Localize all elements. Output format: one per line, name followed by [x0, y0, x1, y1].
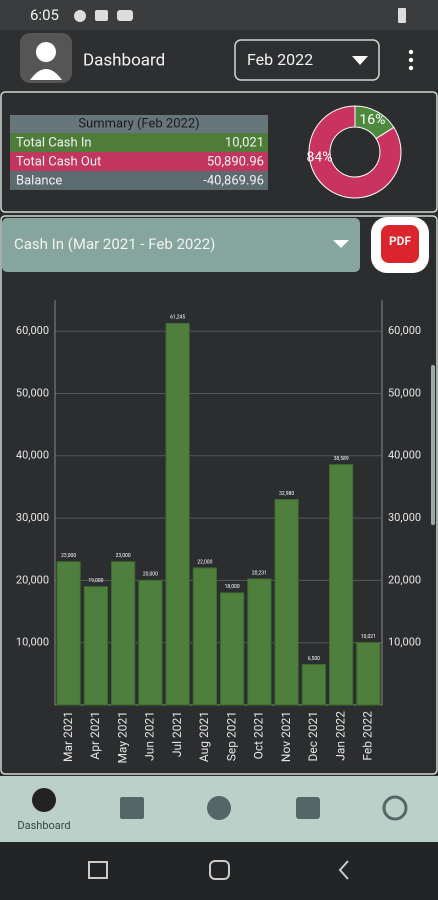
summary-title: Summary (Feb 2022)	[78, 116, 199, 131]
status-bar	[0, 0, 438, 30]
status-time: 6:05	[30, 6, 59, 24]
avatar-body	[30, 69, 62, 80]
system-nav	[0, 842, 438, 900]
bar-value-label: 6,500	[308, 656, 320, 662]
pdf-text: PDF	[389, 234, 412, 248]
y2-tick-label: 30,000	[388, 511, 421, 524]
bar-value-label: 23,000	[116, 553, 131, 559]
y2-tick-label: 50,000	[388, 386, 421, 399]
donut-label: 16%	[359, 112, 385, 128]
summary-label: Total Cash Out	[16, 154, 101, 169]
bar	[83, 586, 108, 706]
bar-value-label: 32,980	[279, 491, 294, 497]
bar-chart: 10,000 10,000 20,000 20,000 30,000 30,000 40,0…	[16, 300, 421, 764]
bar	[301, 664, 326, 706]
month-select[interactable]	[234, 39, 380, 81]
home-button[interactable]	[209, 860, 230, 880]
recents-button[interactable]	[88, 861, 108, 879]
x-tick-label: Oct 2021	[252, 711, 266, 759]
bar-value-label: 38,589	[334, 456, 349, 462]
bar	[138, 579, 163, 706]
bar-value-label: 61,245	[170, 315, 185, 321]
back-button[interactable]	[338, 860, 349, 880]
bar-value-label: 19,000	[88, 578, 103, 584]
dropdown-arrow	[333, 240, 349, 248]
chart-card	[0, 215, 438, 775]
y-tick-label: 50,000	[16, 386, 49, 399]
avatar-head	[36, 42, 56, 62]
bar	[56, 561, 81, 706]
bar	[247, 578, 272, 706]
bar-value-label: 23,000	[61, 553, 76, 559]
pdf-icon	[381, 225, 419, 263]
bar-value-label: 18,000	[225, 584, 240, 590]
menu-dot	[408, 65, 414, 71]
app-title: Dashboard	[83, 50, 165, 70]
bar	[192, 567, 217, 706]
nav-label: Dashboard	[17, 819, 70, 832]
bar	[274, 499, 299, 706]
dropdown-arrow	[352, 56, 368, 65]
summary-row	[10, 152, 268, 171]
y-tick-label: 40,000	[16, 449, 49, 462]
x-tick-label: Dec 2021	[306, 711, 320, 761]
y-tick-label: 10,000	[16, 636, 49, 649]
bar-value-label: 10,021	[361, 634, 376, 640]
y-tick-label: 30,000	[16, 511, 49, 524]
bar	[220, 592, 245, 706]
month-select-text: Feb 2022	[247, 50, 313, 69]
range-select-text: Cash In (Mar 2021 - Feb 2022)	[14, 235, 215, 253]
nav-dashboard-icon[interactable]	[32, 788, 56, 812]
y2-tick-label: 10,000	[388, 636, 421, 649]
bar-value-label: 20,000	[143, 572, 158, 578]
bar-value-label: 20,231	[252, 570, 267, 576]
bar	[111, 561, 136, 706]
menu-dot[interactable]	[408, 49, 414, 55]
x-tick-label: Feb 2022	[361, 711, 375, 761]
y2-tick-label: 20,000	[388, 573, 421, 586]
status-icon	[95, 10, 108, 21]
x-tick-label: Aug 2021	[197, 711, 211, 762]
nav-wallet-icon[interactable]	[296, 797, 320, 819]
x-tick-label: Jul 2021	[170, 711, 184, 757]
bar	[165, 322, 190, 706]
x-tick-label: May 2021	[115, 711, 129, 764]
y2-tick-label: 60,000	[388, 324, 421, 337]
x-tick-label: Sep 2021	[224, 711, 238, 761]
donut-segment	[308, 105, 402, 199]
range-select[interactable]	[2, 218, 360, 272]
x-tick-label: Mar 2021	[61, 711, 75, 762]
menu-dot	[408, 57, 414, 63]
battery-icon	[398, 8, 406, 23]
summary-row	[10, 171, 268, 190]
bar-value-label: 22,000	[197, 559, 212, 565]
x-tick-label: Nov 2021	[279, 711, 293, 762]
x-tick-label: Jun 2021	[143, 711, 157, 761]
summary-row	[10, 133, 268, 152]
summary-title-row	[10, 115, 268, 133]
donut-chart: 16% 84%	[307, 105, 402, 199]
status-icon	[74, 10, 86, 22]
summary-value: 50,890.96	[207, 154, 264, 169]
y-tick-label: 20,000	[16, 573, 49, 586]
x-tick-label: Apr 2021	[88, 711, 102, 760]
x-tick-label: Jan 2022	[333, 711, 347, 761]
summary-label: Balance	[16, 173, 62, 188]
donut-label: 84%	[307, 150, 333, 166]
summary-value: 10,021	[225, 135, 264, 150]
y-tick-label: 60,000	[16, 324, 49, 337]
bar	[356, 642, 381, 706]
status-icon	[117, 10, 133, 21]
y2-tick-label: 40,000	[388, 449, 421, 462]
scrollbar	[431, 365, 435, 525]
bar	[329, 464, 354, 706]
summary-value: -40,869.96	[203, 173, 264, 188]
nav-money-icon[interactable]	[207, 796, 231, 820]
nav-clock-icon[interactable]	[382, 795, 408, 821]
summary-label: Total Cash In	[16, 135, 92, 150]
nav-pdf-icon[interactable]	[120, 797, 144, 819]
